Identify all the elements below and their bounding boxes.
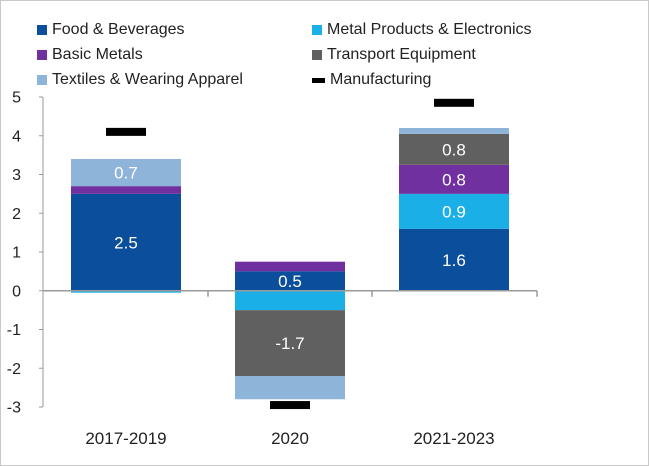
- y-tick-label: 0: [12, 283, 21, 300]
- manufacturing-marker-2017-2019: [106, 127, 146, 136]
- legend-label-metal-products-electronics: Metal Products & Electronics: [327, 21, 532, 38]
- manufacturing-marker-2021-2023: [434, 98, 474, 107]
- legend-item-food-beverages: Food & Beverages: [37, 21, 185, 39]
- data-label: 0.8: [442, 140, 466, 159]
- data-label: 1.6: [442, 251, 466, 270]
- data-label: 0.7: [114, 164, 138, 183]
- legend-swatch-textiles-wearing-apparel: [37, 75, 47, 85]
- y-tick-label: 1: [12, 245, 21, 262]
- legend-swatch-metal-products-electronics: [312, 25, 322, 35]
- bar-segment-food-beverages-2017-2019: [71, 193, 181, 291]
- bar-segment-basic-metals-2020: [235, 261, 345, 272]
- y-tick-label: 2: [12, 206, 21, 223]
- legend-item-textiles-wearing-apparel: Textiles & Wearing Apparel: [37, 71, 243, 89]
- data-label: 0.9: [442, 202, 466, 221]
- data-label: 0.5: [278, 272, 302, 291]
- legend-item-manufacturing: Manufacturing: [312, 71, 431, 89]
- y-tick-label: 5: [12, 90, 21, 107]
- legend-item-basic-metals: Basic Metals: [37, 46, 143, 64]
- legend-label-textiles-wearing-apparel: Textiles & Wearing Apparel: [52, 71, 243, 88]
- y-tick-label: -2: [7, 361, 21, 378]
- legend-label-manufacturing: Manufacturing: [330, 71, 432, 88]
- legend-swatch-transport-equipment: [312, 50, 322, 60]
- legend-item-metal-products-electronics: Metal Products & Electronics: [312, 21, 532, 39]
- bar-segment-textiles-wearing-apparel-2021-2023: [399, 128, 509, 134]
- legend-label-food-beverages: Food & Beverages: [52, 21, 185, 38]
- data-label: 2.5: [114, 233, 138, 252]
- bar-segment-transport-equipment-2020: [235, 310, 345, 376]
- bar-segment-textiles-wearing-apparel-2020: [235, 376, 345, 400]
- bar-segment-metal-products-electronics-2020: [235, 290, 345, 311]
- bar-segment-basic-metals-2017-2019: [71, 186, 181, 194]
- y-tick-label: -1: [7, 322, 21, 339]
- data-label: -1.7: [275, 334, 304, 353]
- legend-swatch-basic-metals: [37, 50, 47, 60]
- legend-label-basic-metals: Basic Metals: [52, 46, 143, 63]
- legend-item-transport-equipment: Transport Equipment: [312, 46, 476, 64]
- x-tick-label: 2020: [271, 429, 309, 448]
- bar-segment-food-beverages-2021-2023: [399, 228, 509, 291]
- legend-swatch-food-beverages: [37, 25, 47, 35]
- legend-label-transport-equipment: Transport Equipment: [327, 46, 476, 63]
- y-tick-label: 3: [12, 167, 21, 184]
- manufacturing-marker-2020: [270, 401, 310, 410]
- bar-segment-basic-metals-2021-2023: [399, 164, 509, 194]
- y-tick-label: 4: [12, 128, 21, 145]
- x-tick-label: 2021-2023: [413, 429, 494, 448]
- bar-segment-transport-equipment-2021-2023: [399, 133, 509, 165]
- data-label: 0.8: [442, 170, 466, 189]
- bar-segment-metal-products-electronics-2017-2019: [71, 290, 181, 293]
- bar-segment-food-beverages-2020: [235, 271, 345, 291]
- bar-segment-metal-products-electronics-2021-2023: [399, 193, 509, 229]
- y-tick-label: -3: [7, 400, 21, 417]
- legend-marker-manufacturing: [312, 77, 325, 83]
- bar-segment-textiles-wearing-apparel-2017-2019: [71, 159, 181, 187]
- x-tick-label: 2017-2019: [85, 429, 166, 448]
